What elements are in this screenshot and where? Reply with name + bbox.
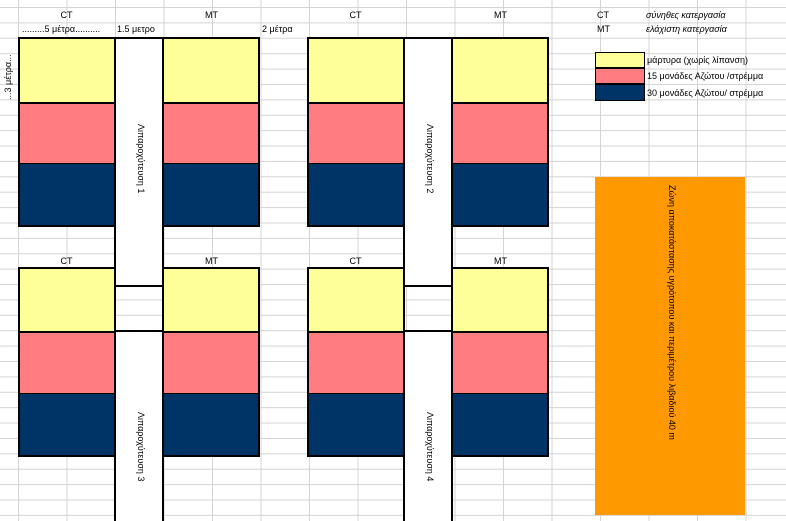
- band-30n: [309, 163, 403, 225]
- band-15n: [309, 332, 403, 393]
- band-15n: [453, 103, 547, 163]
- band-30n: [164, 163, 258, 225]
- legend-text-15n: 15 μονάδες Αζώτου /στρέμμα: [647, 71, 764, 81]
- buffer-zone: Ζώνη αποκατάστασης υγρότοπου και περιμέτ…: [595, 177, 745, 515]
- dimension-3m-label: ...3 μέτρα...: [3, 54, 13, 100]
- abbrev-code-ct: CT: [597, 10, 609, 20]
- band-control: [164, 39, 258, 103]
- header-ct-4: CT: [349, 256, 362, 266]
- plot-mt-bottom-left: [162, 267, 260, 457]
- header-ct-3: CT: [60, 256, 73, 266]
- band-control: [20, 269, 114, 332]
- band-control: [453, 269, 547, 332]
- legend-swatch-control: [595, 52, 645, 68]
- strip-1: Λιπαροχύτευση 1: [114, 37, 164, 287]
- band-15n: [164, 103, 258, 163]
- band-control: [309, 269, 403, 332]
- strip-1-label: Λιπαροχύτευση 1: [136, 124, 146, 194]
- band-15n: [20, 332, 114, 393]
- header-ct-2: CT: [349, 10, 362, 20]
- legend-swatch-30n: [595, 84, 645, 101]
- plot-mt-bottom-right: [451, 267, 549, 457]
- band-control: [164, 269, 258, 332]
- strip-3-label: Λιπαροχύτευση 3: [136, 412, 146, 482]
- header-mt-2: MT: [494, 10, 507, 20]
- band-30n: [20, 393, 114, 455]
- strip-2-label: Λιπαροχύτευση 2: [425, 124, 435, 194]
- band-15n: [164, 332, 258, 393]
- strip-2: Λιπαροχύτευση 2: [403, 37, 453, 287]
- plot-mt-top-left: [162, 37, 260, 227]
- band-15n: [20, 103, 114, 163]
- band-30n: [453, 393, 547, 455]
- band-control: [309, 39, 403, 103]
- plot-mt-top-right: [451, 37, 549, 227]
- abbrev-text-mt: ελάχιστη κατεργασία: [646, 24, 727, 34]
- strip-3: Λιπαροχύτευση 3: [114, 330, 164, 521]
- plot-ct-top-right: [307, 37, 405, 227]
- strip-4-label: Λιπαροχύτευση 4: [425, 412, 435, 482]
- abbrev-text-ct: σύνηθες κατεργασία: [646, 10, 726, 20]
- dimension-1-5m-label: 1.5 μετρο: [117, 24, 155, 34]
- band-30n: [20, 163, 114, 225]
- buffer-zone-label: Ζώνη αποκατάστασης υγρότοπου και περιμέτ…: [667, 185, 677, 440]
- band-30n: [453, 163, 547, 225]
- dimension-2m-label: 2 μέτρα: [262, 24, 293, 34]
- plot-ct-bottom-left: [18, 267, 116, 457]
- band-15n: [453, 332, 547, 393]
- header-mt-4: MT: [494, 256, 507, 266]
- header-ct-1: CT: [60, 10, 73, 20]
- band-control: [20, 39, 114, 103]
- plot-ct-top-left: [18, 37, 116, 227]
- legend-text-control: μάρτυρα (χωρίς λίπανση): [647, 55, 748, 65]
- abbrev-code-mt: MT: [597, 24, 610, 34]
- legend-swatch-15n: [595, 68, 645, 84]
- band-30n: [164, 393, 258, 455]
- legend-text-30n: 30 μονάδες Αζώτου/ στρέμμα: [647, 88, 764, 98]
- band-30n: [309, 393, 403, 455]
- plot-ct-bottom-right: [307, 267, 405, 457]
- band-control: [453, 39, 547, 103]
- header-mt-3: MT: [205, 256, 218, 266]
- header-mt-1: MT: [205, 10, 218, 20]
- dimension-5m-label: .........5 μέτρα..........: [22, 24, 101, 34]
- strip-4: Λιπαροχύτευση 4: [403, 330, 453, 521]
- band-15n: [309, 103, 403, 163]
